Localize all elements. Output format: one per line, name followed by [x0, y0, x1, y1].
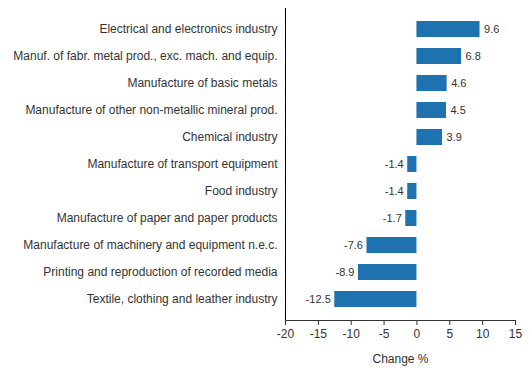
svg-text:Manufacture of machinery and e: Manufacture of machinery and equipment n…	[23, 238, 277, 252]
svg-text:0: 0	[414, 327, 421, 341]
svg-text:Food industry: Food industry	[205, 184, 278, 198]
svg-text:-5: -5	[379, 327, 390, 341]
svg-text:Chemical industry: Chemical industry	[182, 130, 277, 144]
svg-text:Change %: Change %	[372, 352, 428, 366]
svg-text:Manufacture of other non-metal: Manufacture of other non-metallic minera…	[25, 103, 277, 117]
svg-text:-12.5: -12.5	[306, 293, 331, 305]
svg-text:6.8: 6.8	[466, 50, 481, 62]
svg-text:10: 10	[476, 327, 490, 341]
svg-text:Manufacture of basic metals: Manufacture of basic metals	[127, 76, 277, 90]
svg-text:3.9: 3.9	[447, 131, 462, 143]
svg-text:-20: -20	[277, 327, 295, 341]
svg-text:-10: -10	[343, 327, 361, 341]
svg-text:-15: -15	[310, 327, 328, 341]
svg-text:Electrical and electronics ind: Electrical and electronics industry	[99, 22, 277, 36]
svg-text:9.6: 9.6	[484, 23, 499, 35]
svg-text:-7.6: -7.6	[344, 239, 363, 251]
svg-text:Textile, clothing and leather: Textile, clothing and leather industry	[87, 292, 278, 306]
svg-text:5: 5	[446, 327, 453, 341]
svg-text:Manuf. of fabr. metal prod., e: Manuf. of fabr. metal prod., exc. mach. …	[13, 49, 277, 63]
svg-text:4.5: 4.5	[451, 104, 466, 116]
svg-text:Manufacture of paper and paper: Manufacture of paper and paper products	[57, 211, 278, 225]
svg-text:-8.9: -8.9	[335, 266, 354, 278]
svg-text:Printing and reproduction of r: Printing and reproduction of recorded me…	[43, 265, 277, 279]
svg-text:-1.4: -1.4	[385, 158, 404, 170]
svg-text:Manufacture of transport equip: Manufacture of transport equipment	[87, 157, 278, 171]
svg-text:-1.7: -1.7	[383, 212, 402, 224]
svg-text:-1.4: -1.4	[385, 185, 404, 197]
svg-text:4.6: 4.6	[451, 77, 466, 89]
svg-text:15: 15	[509, 327, 523, 341]
